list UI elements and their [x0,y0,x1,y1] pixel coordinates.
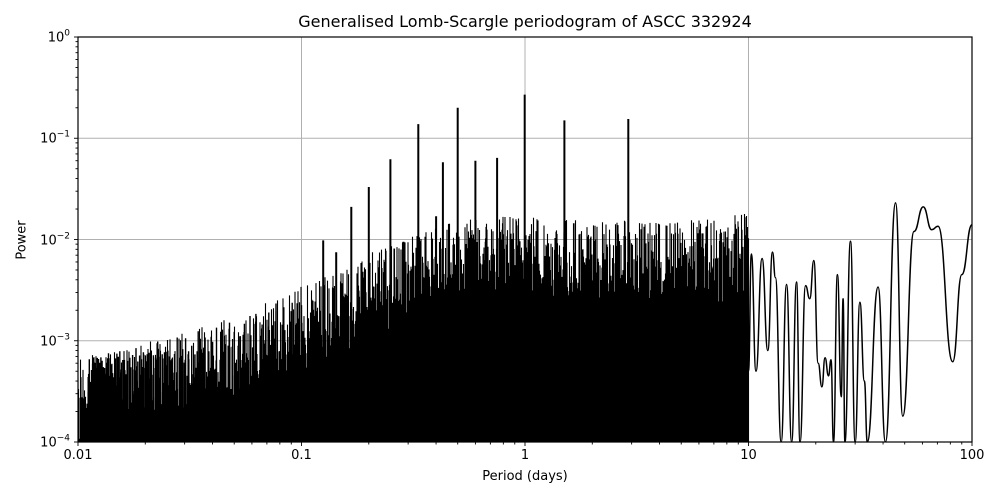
x-axis-label: Period (days) [482,469,568,484]
y-tick-label: 10−3 [40,332,70,350]
x-tick-label: 100 [959,448,985,463]
x-tick-label: 0.01 [63,448,93,463]
y-tick-label: 10−2 [40,231,70,248]
y-tick-label: 10−1 [40,129,70,147]
x-tick-label: 0.1 [291,448,312,463]
y-axis-label: Power [14,220,30,260]
long-period-curve [747,202,972,442]
y-tick-label: 10−4 [40,433,70,451]
periodogram-series [78,94,972,442]
x-tick-label: 1 [520,448,530,463]
chart-title: Generalised Lomb-Scargle periodogram of … [298,12,752,31]
y-tick-label: 100 [47,28,70,46]
x-tick-label: 10 [740,448,757,463]
noise-spectrum [78,214,750,442]
